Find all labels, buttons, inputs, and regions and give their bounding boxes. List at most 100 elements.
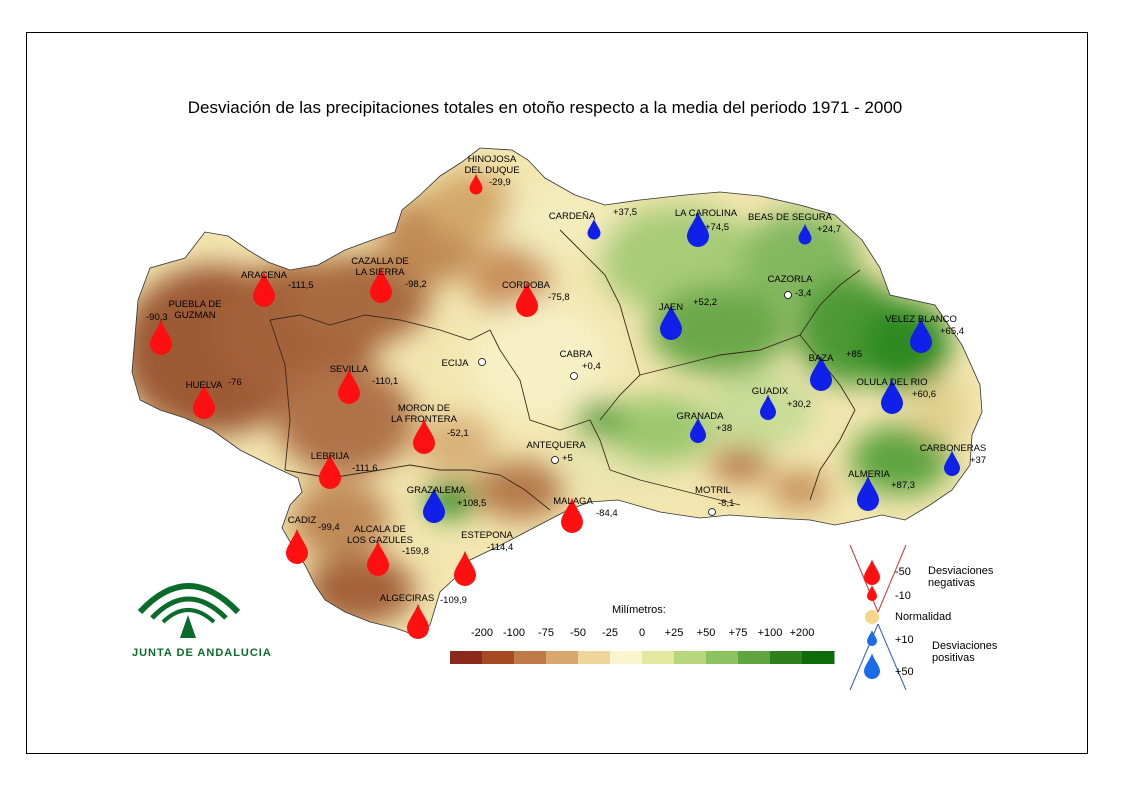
station-carde-a: CARDEÑA +37,5 xyxy=(549,207,637,240)
station-name-label: ALCALA DE xyxy=(354,524,406,535)
negative-drop-marker xyxy=(413,418,435,454)
positive-drop-marker xyxy=(423,487,445,523)
station-name-label: CARBONERAS xyxy=(920,443,987,454)
station-name-label: MORON DE xyxy=(398,403,450,414)
station-value-label: -52,1 xyxy=(447,428,469,439)
station-name-label: GRANADA xyxy=(677,411,725,422)
station-sevilla: SEVILLA-110,1 xyxy=(330,364,398,405)
scale-tick-label: 0 xyxy=(638,627,646,639)
positive-drop-marker xyxy=(660,304,682,340)
station-name-label: LA CAROLINA xyxy=(675,208,738,219)
negative-drop-marker xyxy=(407,603,429,639)
station-name-label: CAZALLA DE xyxy=(351,256,409,267)
scale-swatch xyxy=(770,651,803,664)
station-name-label: GUZMAN xyxy=(174,310,215,321)
station-value-label: +37,5 xyxy=(613,207,637,218)
positive-drop-marker xyxy=(798,223,812,245)
station-value-label: -114,4 xyxy=(487,542,513,553)
station-ecija: ECIJA xyxy=(442,358,486,369)
station-value-label: +37 xyxy=(970,455,986,466)
station-name-label: CORDOBA xyxy=(502,280,551,291)
positive-drop-marker xyxy=(910,317,932,353)
station-aracena: ARACENA-111,5 xyxy=(241,270,314,307)
scale-swatch xyxy=(674,651,707,664)
station-name-label: ALGECIRAS xyxy=(380,593,434,604)
station-name-label: GUADIX xyxy=(752,386,789,397)
scale-swatch xyxy=(610,651,643,664)
station-name-label: LEBRIJA xyxy=(311,451,350,462)
station-value-label: +38 xyxy=(716,423,732,434)
positive-drop-marker xyxy=(810,355,832,391)
positive-drop-marker xyxy=(690,417,706,443)
scale-tick-label: +25 xyxy=(664,627,684,639)
station-normal-marker xyxy=(784,291,792,299)
negative-drop-marker xyxy=(150,319,172,355)
station-value-label: -29,9 xyxy=(489,177,511,188)
station-value-label: -99,4 xyxy=(318,522,340,533)
station-name-label: ESTEPONA xyxy=(461,530,513,541)
scale-swatch xyxy=(482,651,515,664)
station-name-label: LOS GAZULES xyxy=(347,535,413,546)
legend-normal-marker xyxy=(865,610,879,624)
legend-positive-label: Desviaciones positivas xyxy=(932,640,998,664)
scale-swatch xyxy=(802,651,835,664)
positive-drop-marker xyxy=(857,475,879,511)
station-name-label: SEVILLA xyxy=(330,364,369,375)
station-value-label: -76 xyxy=(228,377,242,388)
scale-tick-label: +50 xyxy=(696,627,716,639)
station-value-label: +30,2 xyxy=(787,399,811,410)
station-algeciras: ALGECIRAS -109,9 xyxy=(380,593,467,639)
junta-logo-icon xyxy=(137,583,241,638)
station-name-label: MALAGA xyxy=(553,496,593,507)
negative-drop-marker xyxy=(319,453,341,489)
scale-tick-label: +200 xyxy=(789,627,815,639)
legend-negative-label: Desviaciones negativas xyxy=(928,565,994,589)
negative-drop-marker xyxy=(516,281,538,317)
station-name-label: ARACENA xyxy=(241,270,288,281)
legend-drops xyxy=(864,559,880,679)
station-value-label: -75,8 xyxy=(548,292,570,303)
station-la-carolina: LA CAROLINA +74,5 xyxy=(675,208,738,248)
station-name-label: CADIZ xyxy=(288,515,317,526)
legend-normal-label: Normalidad xyxy=(895,611,952,623)
station-value-label: +5 xyxy=(562,453,573,464)
station-velez-blanco: VELEZ BLANCO+65,4 xyxy=(885,314,964,353)
negative-drop-marker xyxy=(338,368,360,405)
station-value-label: -111,5 xyxy=(288,280,314,291)
legend-item-pos50: +50 xyxy=(895,666,914,678)
station-name-label: VELEZ BLANCO xyxy=(885,314,957,325)
scale-tick-label: +75 xyxy=(728,627,748,639)
legend-graphic xyxy=(849,544,907,691)
negative-drop-marker xyxy=(469,173,483,195)
station-cabra: CABRA+0,4 xyxy=(560,349,601,380)
station-normal-marker xyxy=(570,372,578,380)
station-value-label: -98,2 xyxy=(405,279,427,290)
station-name-label: HUELVA xyxy=(186,380,223,391)
station-value-label: +60,6 xyxy=(912,389,936,400)
scale-tick-label: -25 xyxy=(602,627,618,639)
station-name-label: LA SIERRA xyxy=(355,267,405,278)
station-grazalema: GRAZALEMA +108,5 xyxy=(407,485,486,523)
station-jaen: JAEN +52,2 xyxy=(659,297,717,340)
station-name-label: CABRA xyxy=(560,349,593,360)
station-value-label: -8,1 xyxy=(718,498,734,509)
legend-drop-icon xyxy=(864,559,880,585)
station-granada: GRANADA+38 xyxy=(677,411,732,443)
scale-tick-label: -50 xyxy=(570,627,586,639)
station-value-label: -110,1 xyxy=(372,376,398,387)
negative-drop-marker xyxy=(561,497,583,533)
station-name-label: ALMERIA xyxy=(848,469,890,480)
station-name-label: HINOJOSA xyxy=(468,154,517,165)
scale-swatch xyxy=(706,651,739,664)
scale-swatch xyxy=(514,651,547,664)
station-lebrija: LEBRIJA-111,6 xyxy=(311,451,378,489)
positive-drop-marker xyxy=(760,394,776,420)
scale-tick-label: -75 xyxy=(538,627,554,639)
station-normal-marker xyxy=(478,358,486,366)
station-value-label: +52,2 xyxy=(693,297,717,308)
station-normal-marker xyxy=(551,456,559,464)
